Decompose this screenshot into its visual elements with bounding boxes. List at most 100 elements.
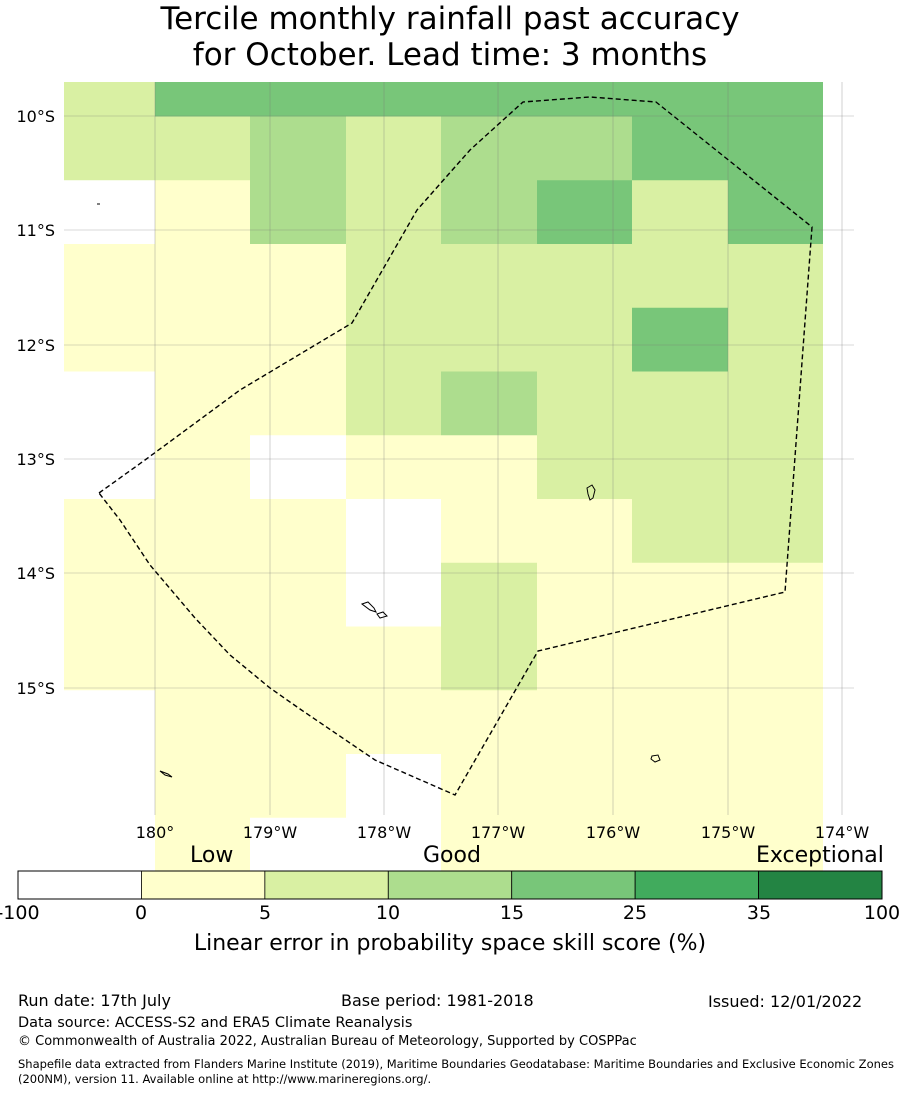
skill-cell: [155, 754, 250, 818]
skill-cell: [728, 435, 823, 499]
skill-cell: [728, 372, 823, 436]
skill-cell: [441, 117, 537, 181]
skill-cell: [346, 435, 441, 499]
skill-cell: [64, 690, 155, 754]
skill-cell: [250, 180, 346, 244]
skill-cell: [250, 563, 346, 627]
colorbar-tick: 35: [747, 902, 771, 924]
shapefile-note: Shapefile data extracted from Flanders M…: [18, 1057, 898, 1087]
skill-cell: [728, 180, 823, 244]
issued-date: Issued: 12/01/2022: [708, 992, 862, 1011]
skill-cell: [346, 690, 441, 754]
skill-cell: [632, 244, 728, 308]
skill-cell: [537, 435, 632, 499]
skill-cell: [346, 499, 441, 563]
latitude-label: 15°S: [16, 679, 55, 698]
colorbar-tick: 100: [864, 902, 900, 924]
skill-cell: [250, 244, 346, 308]
skill-cell: [64, 117, 155, 181]
skill-cell: [346, 627, 441, 691]
skill-cell: [250, 435, 346, 499]
skill-cell: [250, 754, 346, 818]
longitude-label: 175°W: [701, 823, 756, 842]
skill-cell: [64, 563, 155, 627]
skill-cell: [632, 372, 728, 436]
skill-cell: [64, 180, 155, 244]
latitude-labels: 10°S 11°S 12°S 13°S 14°S 15°S: [16, 107, 55, 698]
skill-cell: [250, 372, 346, 436]
colorbar-segment: [141, 871, 264, 899]
skill-cell: [346, 754, 441, 818]
skill-cell: [64, 627, 155, 691]
skill-cell: [441, 244, 537, 308]
base-period: Base period: 1981-2018: [341, 991, 534, 1010]
colorbar-tick: 5: [259, 902, 271, 924]
skill-cell: [728, 117, 823, 181]
skill-cell: [64, 499, 155, 563]
skill-cell: [728, 690, 823, 754]
skill-cell: [537, 308, 632, 372]
colorbar-tick: 25: [623, 902, 647, 924]
skill-cell: [537, 372, 632, 436]
skill-cell: [441, 690, 537, 754]
skill-cell: [632, 82, 728, 117]
skill-cell: [155, 372, 250, 436]
skill-cell: [155, 117, 250, 181]
colorbar-tick: 15: [500, 902, 524, 924]
skill-cell: [441, 308, 537, 372]
run-date: Run date: 17th July: [18, 991, 171, 1010]
latitude-label: 12°S: [16, 336, 55, 355]
skill-cell: [537, 180, 632, 244]
skill-cell: [632, 308, 728, 372]
data-source: Data source: ACCESS-S2 and ERA5 Climate …: [18, 1015, 412, 1031]
skill-cell: [441, 435, 537, 499]
skill-cell: [632, 690, 728, 754]
skill-cell: [346, 82, 441, 117]
colorbar-tick: 0: [135, 902, 147, 924]
skill-cell: [441, 372, 537, 436]
colorbar-segment: [18, 871, 141, 899]
skill-cell: [64, 244, 155, 308]
skill-cell: [728, 82, 823, 117]
skill-cell: [537, 754, 632, 818]
skill-cell: [155, 690, 250, 754]
colorbar-label: Linear error in probability space skill …: [0, 931, 900, 956]
latitude-label: 13°S: [16, 450, 55, 469]
skill-cell: [155, 180, 250, 244]
skill-cell: [537, 244, 632, 308]
skill-cell: [346, 308, 441, 372]
skill-cell: [155, 563, 250, 627]
longitude-label: 176°W: [586, 823, 641, 842]
colorbar-word-low: Low: [190, 843, 233, 868]
skill-cell: [632, 499, 728, 563]
skill-cell: [64, 372, 155, 436]
skill-cell: [441, 180, 537, 244]
skill-cell: [250, 82, 346, 117]
skill-cell: [64, 435, 155, 499]
skill-cell: [155, 244, 250, 308]
skill-cell: [441, 499, 537, 563]
longitude-label: 177°W: [471, 823, 526, 842]
skill-cell: [632, 435, 728, 499]
skill-cell: [632, 180, 728, 244]
skill-cell: [346, 180, 441, 244]
skill-cell: [64, 308, 155, 372]
colorbar-segment: [265, 871, 388, 899]
copyright: © Commonwealth of Australia 2022, Austra…: [18, 1034, 637, 1049]
latitude-label: 11°S: [16, 221, 55, 240]
colorbar: [18, 871, 882, 899]
skill-cell: [346, 117, 441, 181]
skill-cell: [728, 627, 823, 691]
skill-cell: [64, 82, 155, 117]
skill-cell: [250, 308, 346, 372]
skill-cell: [155, 435, 250, 499]
skill-cell: [441, 627, 537, 691]
colorbar-segment: [759, 871, 882, 899]
skill-cell: [728, 754, 823, 818]
skill-cell: [537, 117, 632, 181]
skill-cell: [441, 754, 537, 818]
skill-cell: [632, 754, 728, 818]
colorbar-word-good: Good: [423, 843, 481, 868]
colorbar-word-exceptional: Exceptional: [756, 843, 884, 868]
longitude-label: 174°W: [815, 823, 870, 842]
